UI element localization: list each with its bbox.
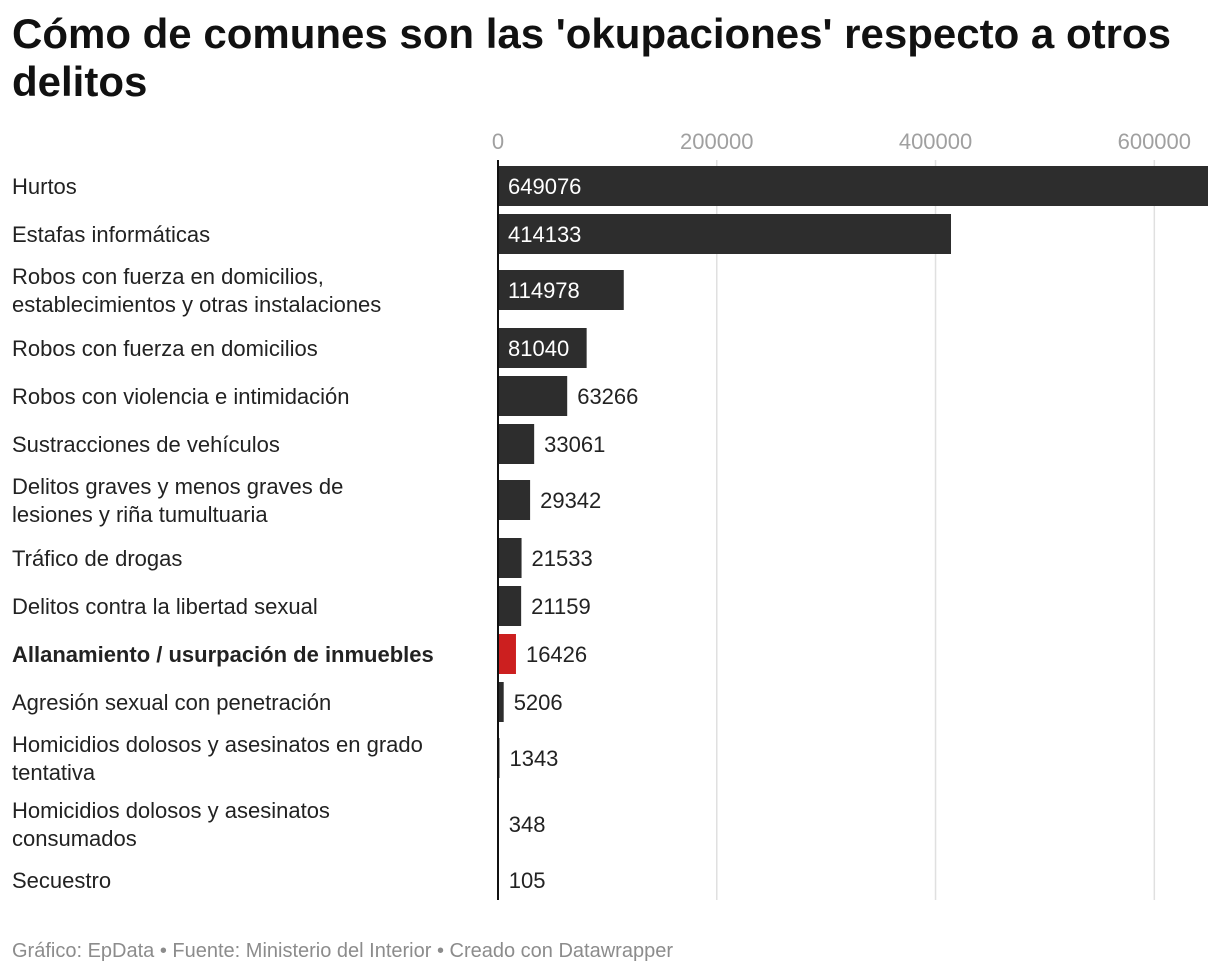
chart-title: Cómo de comunes son las 'okupaciones' re… <box>12 10 1171 105</box>
value-label: 33061 <box>544 432 605 457</box>
category-label: Delitos graves y menos graves de lesiones… <box>12 474 343 527</box>
gridlines <box>716 160 1156 900</box>
value-label: 16426 <box>526 642 587 667</box>
bar-highlighted <box>498 634 516 674</box>
bar <box>498 328 587 368</box>
value-label: 649076 <box>508 174 581 199</box>
value-label: 1343 <box>509 746 558 771</box>
value-label: 81040 <box>508 336 569 361</box>
value-label: 105 <box>509 868 546 893</box>
x-tick-label: 0 <box>492 129 504 154</box>
bars <box>498 166 1208 900</box>
value-label: 21159 <box>531 594 591 619</box>
category-label: Robos con fuerza en domicilios <box>12 336 318 361</box>
bar <box>498 480 531 520</box>
category-label: Delitos contra la libertad sexual <box>12 594 318 619</box>
value-labels: 649076 414133 114978 81040 63266 33061 29342 21… <box>508 174 638 893</box>
category-label: Robos con fuerza en domicilios, estableci… <box>12 264 381 317</box>
bar <box>498 214 952 254</box>
category-label: Secuestro <box>12 868 111 893</box>
bar <box>498 376 568 416</box>
bar <box>498 586 522 626</box>
category-label: Estafas informáticas <box>12 222 210 247</box>
category-label: Robos con violencia e intimidación <box>12 384 350 409</box>
value-label: 114978 <box>508 278 580 303</box>
bar <box>498 424 535 464</box>
category-label: Agresión sexual con penetración <box>12 690 331 715</box>
value-label: 414133 <box>508 222 581 247</box>
chart-footer: Gráfico: EpData • Fuente: Ministerio del… <box>12 940 673 962</box>
value-label: 21533 <box>532 546 593 571</box>
category-label: Tráfico de drogas <box>12 546 182 571</box>
bar <box>498 166 1208 206</box>
category-label: Homicidios dolosos y asesinatos consumado… <box>12 798 330 851</box>
category-label: Homicidios dolosos y asesinatos en grado… <box>12 732 423 785</box>
category-labels: Hurtos Estafas informáticas Robos con fuer… <box>12 174 434 893</box>
x-axis-ticks: 0 200000 400000 600000 <box>492 129 1191 154</box>
bar <box>498 270 624 310</box>
category-label: Sustracciones de vehículos <box>12 432 280 457</box>
x-tick-label: 200000 <box>680 129 753 154</box>
category-label-highlighted: Allanamiento / usurpación de inmuebles <box>12 642 434 667</box>
value-label: 348 <box>509 812 546 837</box>
x-tick-label: 600000 <box>1118 129 1191 154</box>
value-label: 5206 <box>514 690 563 715</box>
bar-chart: 0 200000 400000 600000 Hurtos Estafas inform… <box>12 129 1208 900</box>
bar <box>498 682 504 722</box>
x-tick-label: 400000 <box>899 129 972 154</box>
value-label: 29342 <box>540 488 601 513</box>
category-label: Hurtos <box>12 174 77 199</box>
value-label: 63266 <box>577 384 638 409</box>
bar <box>498 538 522 578</box>
